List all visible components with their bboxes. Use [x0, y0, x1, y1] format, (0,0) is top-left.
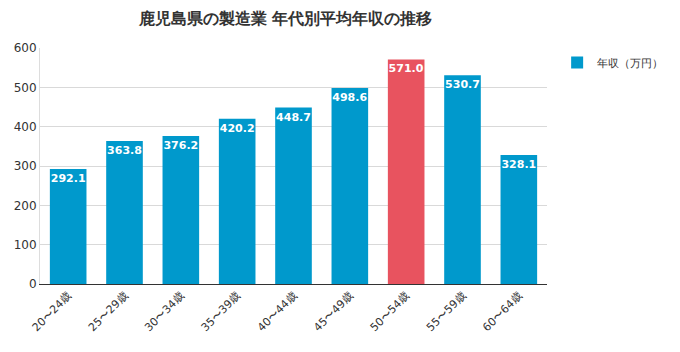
svg-text:35〜39歳: 35〜39歳: [199, 290, 244, 335]
svg-text:60〜64歳: 60〜64歳: [480, 290, 525, 335]
svg-text:0: 0: [29, 277, 37, 291]
svg-text:498.6: 498.6: [332, 91, 367, 104]
svg-text:55〜59歳: 55〜59歳: [424, 290, 469, 335]
svg-text:45〜49歳: 45〜49歳: [311, 290, 356, 335]
svg-text:363.8: 363.8: [107, 144, 142, 157]
svg-text:300: 300: [14, 159, 37, 173]
svg-text:448.7: 448.7: [276, 111, 311, 124]
svg-text:年収（万円）: 年収（万円）: [597, 57, 663, 70]
svg-text:鹿児島県の製造業 年代別平均年収の推移: 鹿児島県の製造業 年代別平均年収の推移: [138, 9, 433, 28]
svg-text:40〜44歳: 40〜44歳: [255, 290, 300, 335]
svg-text:420.2: 420.2: [220, 122, 255, 135]
svg-text:30〜34歳: 30〜34歳: [142, 290, 187, 335]
svg-text:530.7: 530.7: [445, 78, 480, 91]
svg-text:400: 400: [14, 120, 37, 134]
svg-text:328.1: 328.1: [501, 158, 536, 171]
svg-text:200: 200: [14, 199, 37, 213]
svg-text:25〜29歳: 25〜29歳: [86, 290, 131, 335]
svg-text:500: 500: [14, 81, 37, 95]
svg-text:571.0: 571.0: [389, 62, 424, 75]
svg-text:376.2: 376.2: [163, 139, 198, 152]
svg-text:292.1: 292.1: [51, 172, 86, 185]
svg-text:100: 100: [14, 238, 37, 252]
svg-text:600: 600: [14, 41, 37, 55]
svg-text:50〜54歳: 50〜54歳: [368, 290, 413, 335]
svg-text:20〜24歳: 20〜24歳: [30, 290, 75, 335]
